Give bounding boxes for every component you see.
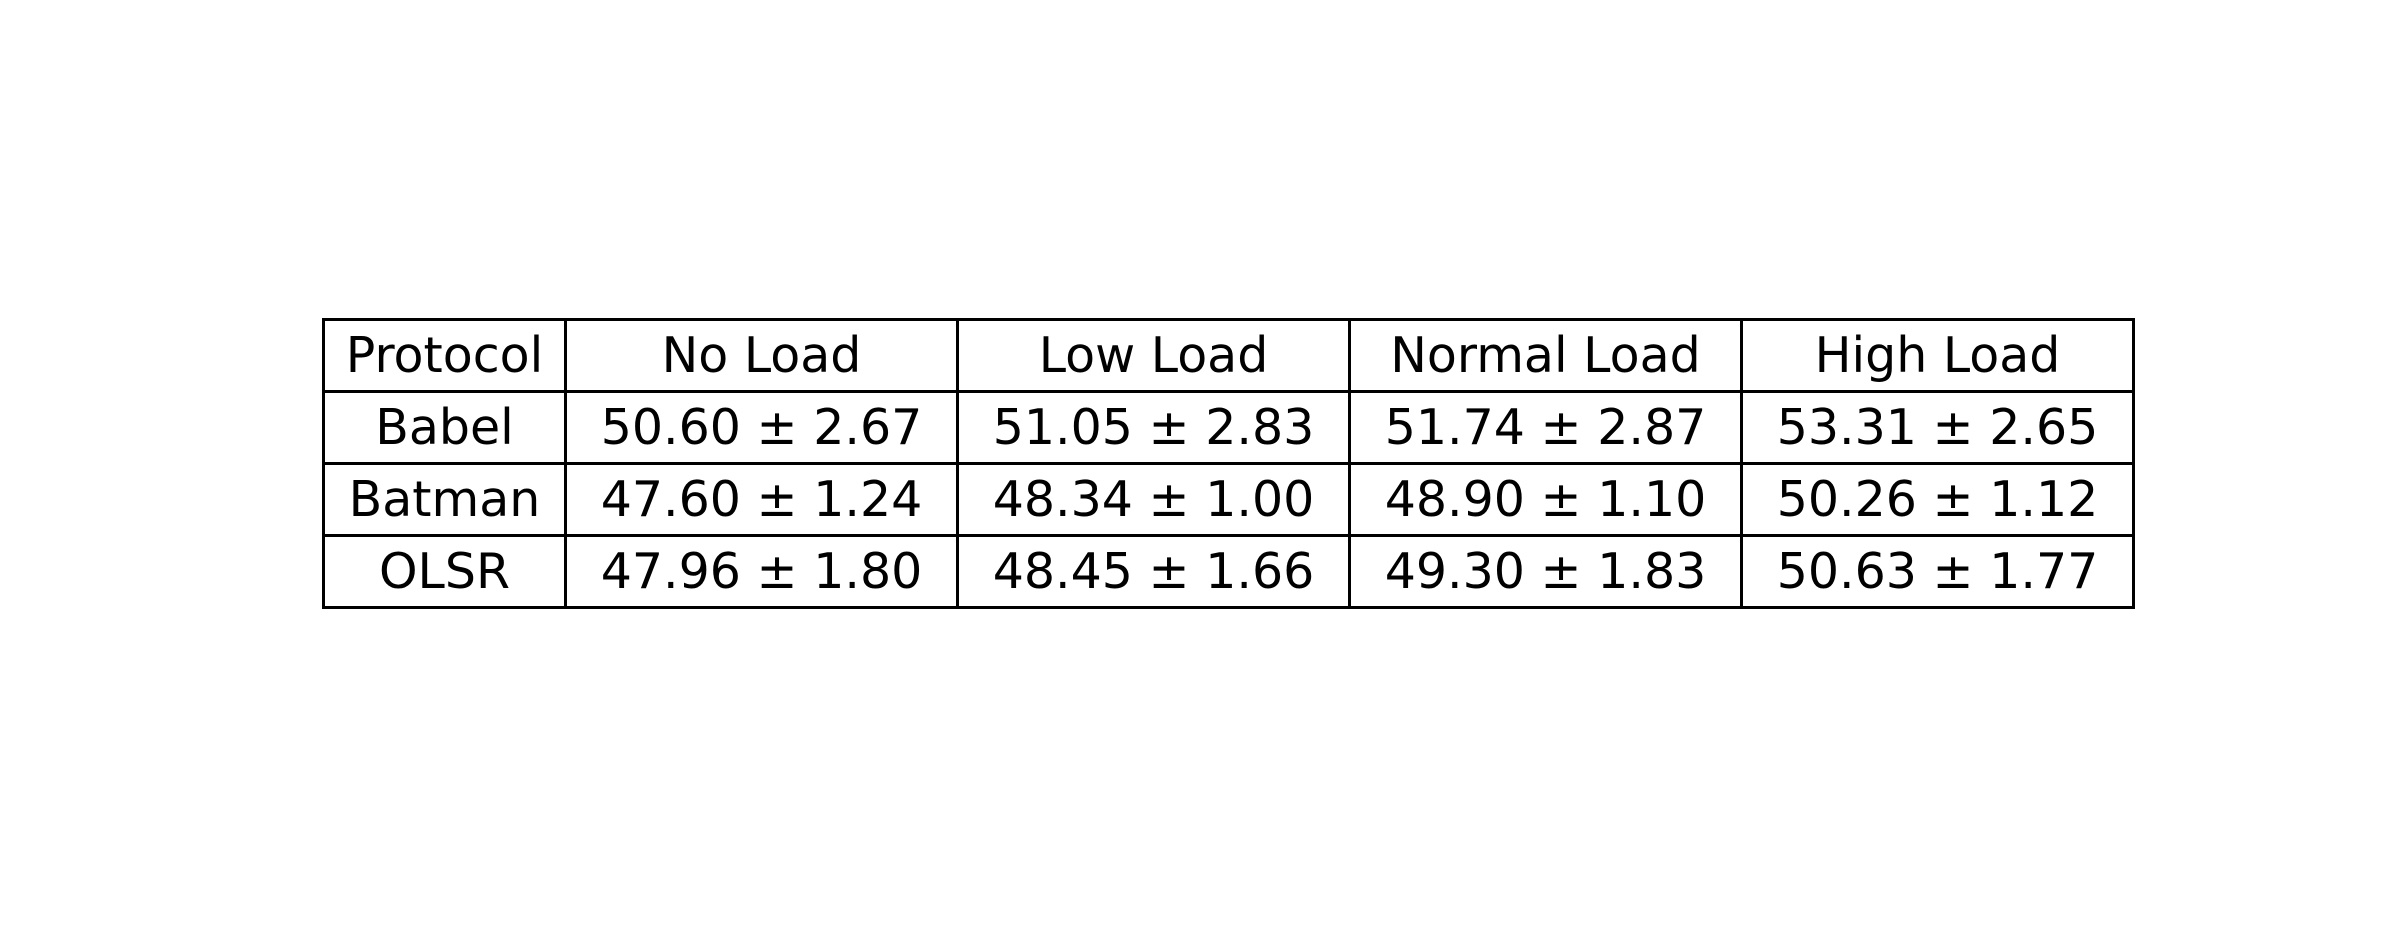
cell-no-load: 47.96 ± 1.80 bbox=[564, 534, 959, 609]
cell-normal-load: 51.74 ± 2.87 bbox=[1348, 390, 1743, 465]
header-low-load: Low Load bbox=[956, 318, 1351, 393]
cell-high-load: 50.63 ± 1.77 bbox=[1740, 534, 2135, 609]
header-high-load: High Load bbox=[1740, 318, 2135, 393]
cell-normal-load: 48.90 ± 1.10 bbox=[1348, 462, 1743, 537]
cell-low-load: 48.34 ± 1.00 bbox=[956, 462, 1351, 537]
cell-no-load: 47.60 ± 1.24 bbox=[564, 462, 959, 537]
cell-low-load: 48.45 ± 1.66 bbox=[956, 534, 1351, 609]
cell-normal-load: 49.30 ± 1.83 bbox=[1348, 534, 1743, 609]
results-table: Protocol No Load Low Load Normal Load Hi… bbox=[322, 318, 2135, 609]
table-row: Babel 50.60 ± 2.67 51.05 ± 2.83 51.74 ± … bbox=[322, 390, 2135, 465]
cell-low-load: 51.05 ± 2.83 bbox=[956, 390, 1351, 465]
header-normal-load: Normal Load bbox=[1348, 318, 1743, 393]
cell-high-load: 53.31 ± 2.65 bbox=[1740, 390, 2135, 465]
header-protocol: Protocol bbox=[322, 318, 567, 393]
table-row: Batman 47.60 ± 1.24 48.34 ± 1.00 48.90 ±… bbox=[322, 462, 2135, 537]
cell-no-load: 50.60 ± 2.67 bbox=[564, 390, 959, 465]
cell-high-load: 50.26 ± 1.12 bbox=[1740, 462, 2135, 537]
cell-protocol: Babel bbox=[322, 390, 567, 465]
cell-protocol: OLSR bbox=[322, 534, 567, 609]
table-row: OLSR 47.96 ± 1.80 48.45 ± 1.66 49.30 ± 1… bbox=[322, 534, 2135, 609]
table-header-row: Protocol No Load Low Load Normal Load Hi… bbox=[322, 318, 2135, 393]
header-no-load: No Load bbox=[564, 318, 959, 393]
cell-protocol: Batman bbox=[322, 462, 567, 537]
